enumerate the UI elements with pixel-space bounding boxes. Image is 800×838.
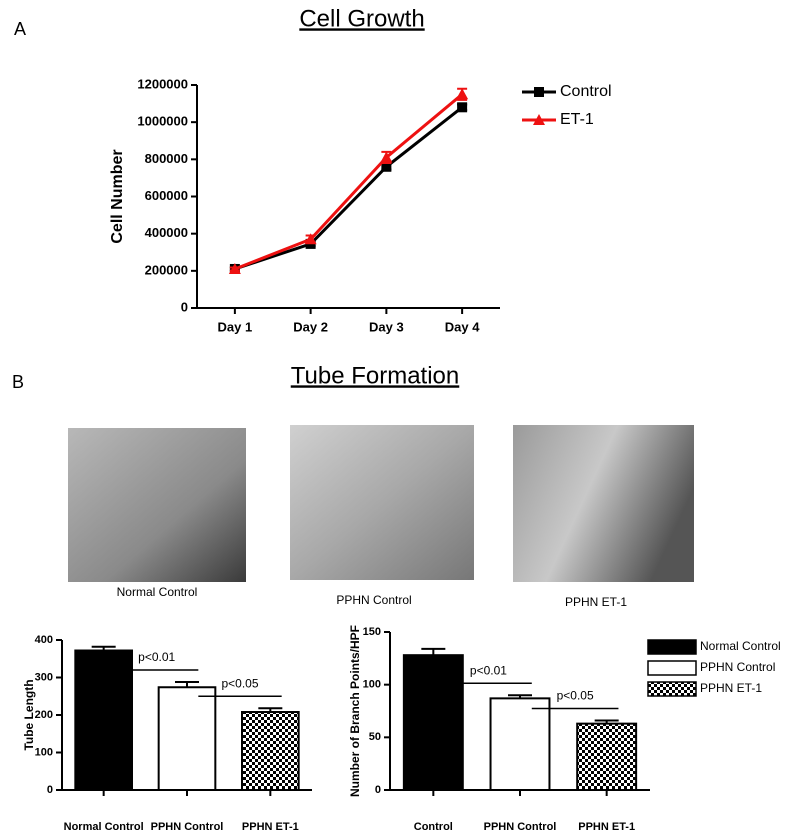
- x-tick-label: Normal Control: [64, 821, 144, 833]
- y-tick-label: 200: [35, 709, 53, 721]
- y-tick-label: 0: [375, 784, 381, 796]
- section-title: Tube Formation: [291, 362, 460, 389]
- marker: [228, 262, 241, 274]
- legend-label: PPHN Control: [700, 660, 775, 674]
- micrograph: [513, 425, 694, 582]
- y-tick-label: 0: [47, 784, 53, 796]
- marker: [380, 151, 393, 163]
- panel-label: A: [14, 19, 26, 39]
- image-caption: PPHN Control: [336, 593, 411, 607]
- y-tick-label: 1000000: [137, 114, 188, 129]
- y-axis-label: Number of Branch Points/HPF: [348, 625, 362, 797]
- y-tick-label: 1200000: [137, 76, 188, 91]
- legend-swatch: [647, 639, 697, 655]
- x-tick-label: PPHN ET-1: [242, 821, 299, 833]
- error-bar: [421, 647, 446, 656]
- y-axis-label: Tube Length: [22, 679, 36, 750]
- y-axis-label: Cell Number: [109, 149, 126, 243]
- micrograph: [68, 428, 246, 582]
- bar: [241, 711, 300, 791]
- marker: [457, 102, 468, 113]
- x-tick-label: Day 2: [293, 319, 328, 334]
- legend-label: ET-1: [560, 111, 594, 128]
- x-tick-label: Day 1: [218, 319, 253, 334]
- panel-label: B: [12, 372, 24, 392]
- bar: [576, 722, 638, 792]
- significance-label: p<0.01: [138, 650, 175, 664]
- y-tick-label: 400: [35, 634, 53, 646]
- micrograph: [290, 425, 474, 580]
- legend-label: PPHN ET-1: [700, 681, 762, 695]
- y-tick-label: 50: [369, 731, 381, 743]
- legend-marker: [534, 87, 544, 97]
- x-tick-label: PPHN ET-1: [578, 821, 635, 833]
- significance-label: p<0.01: [470, 663, 507, 677]
- bar: [489, 697, 551, 791]
- bar: [74, 649, 134, 791]
- image-caption: PPHN ET-1: [565, 595, 627, 609]
- chart-title: Cell Growth: [299, 5, 424, 32]
- bar: [402, 654, 464, 791]
- x-tick-label: PPHN Control: [151, 821, 224, 833]
- legend-label: Control: [560, 83, 612, 100]
- y-tick-label: 0: [181, 299, 188, 314]
- x-tick-label: Day 4: [445, 319, 480, 334]
- y-tick-label: 200000: [145, 262, 188, 277]
- legend-marker: [533, 114, 545, 125]
- y-tick-label: 800000: [145, 151, 188, 166]
- legend-swatch: [647, 660, 697, 676]
- significance-label: p<0.05: [221, 676, 258, 690]
- y-tick-label: 400000: [145, 225, 188, 240]
- legend-label: Normal Control: [700, 639, 781, 653]
- marker: [381, 161, 392, 172]
- y-tick-label: 100: [35, 746, 53, 758]
- y-tick-label: 100: [363, 679, 381, 691]
- marker: [456, 88, 469, 100]
- x-tick-label: Control: [414, 821, 453, 833]
- bar: [157, 686, 217, 791]
- legend-swatch: [647, 681, 697, 697]
- x-tick-label: PPHN Control: [484, 821, 557, 833]
- y-tick-label: 150: [363, 626, 381, 638]
- y-tick-label: 600000: [145, 188, 188, 203]
- series-line: [234, 106, 464, 271]
- x-tick-label: Day 3: [369, 319, 404, 334]
- marker: [304, 233, 317, 245]
- series-line: [234, 93, 464, 271]
- image-caption: Normal Control: [117, 585, 198, 599]
- significance-label: p<0.05: [557, 689, 594, 703]
- y-tick-label: 300: [35, 671, 53, 683]
